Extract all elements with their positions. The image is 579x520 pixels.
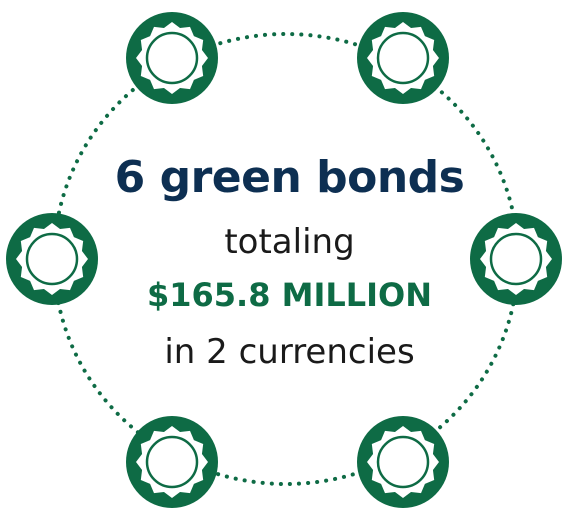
amount-text: $165.8 MILLION (146, 276, 433, 314)
headline: 6 green bonds (114, 152, 465, 203)
currencies-text: in 2 currencies (164, 332, 415, 372)
seal-icon (357, 12, 449, 104)
totaling-text: totaling (224, 222, 355, 262)
seal-icon (126, 12, 218, 104)
seal-group (6, 12, 562, 508)
seal-icon (470, 213, 562, 305)
seal-icon (6, 213, 98, 305)
seal-icon (357, 416, 449, 508)
seal-icon (126, 416, 218, 508)
